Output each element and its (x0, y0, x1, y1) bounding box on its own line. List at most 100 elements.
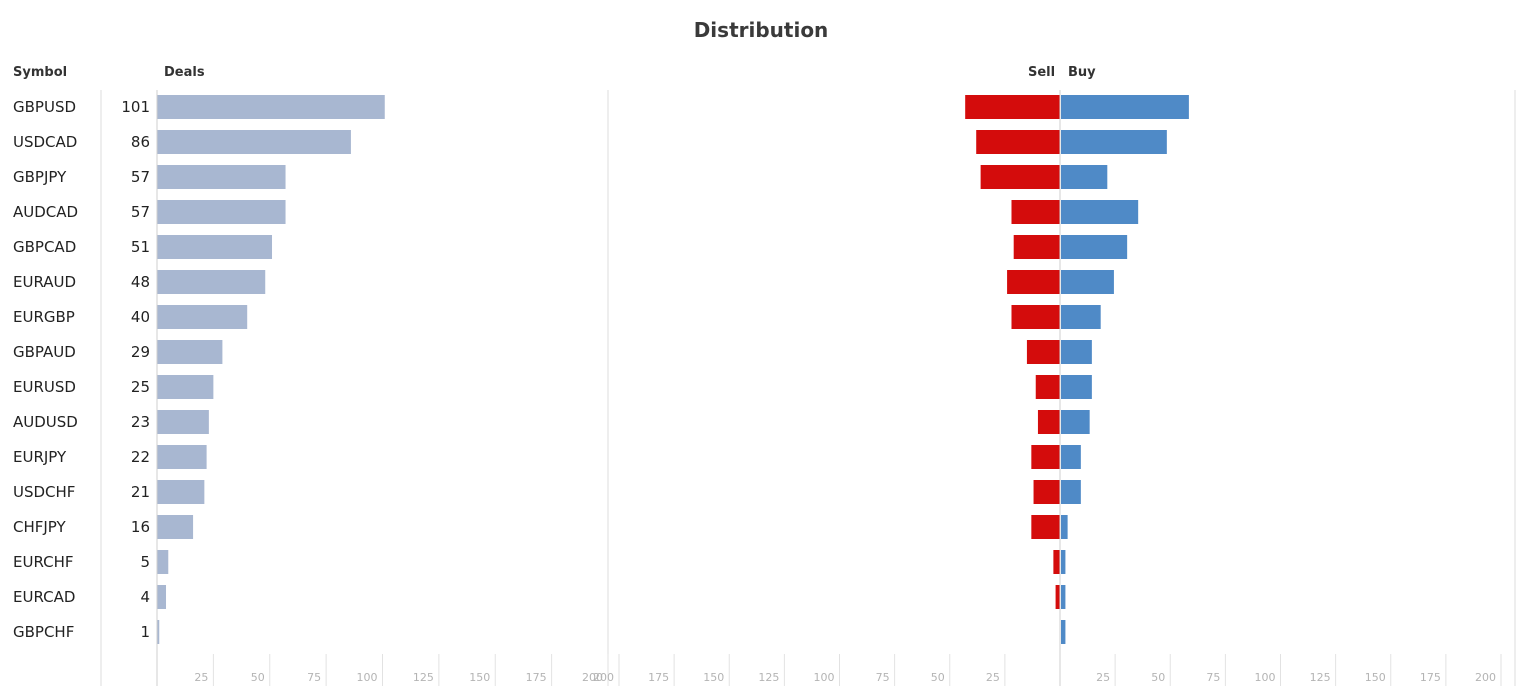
buy-tick-label: 200 (1475, 671, 1496, 684)
deals-bar (157, 130, 351, 154)
sell-tick-label: 200 (593, 671, 614, 684)
sell-bar (1037, 410, 1060, 434)
buy-tick-label: 125 (1310, 671, 1331, 684)
buy-tick-label: 50 (1151, 671, 1165, 684)
sell-tick-label: 175 (648, 671, 669, 684)
symbol-label: GBPJPY (13, 168, 67, 186)
buy-bar (1061, 235, 1128, 259)
deals-bar (157, 305, 248, 329)
deals-value-label: 86 (131, 133, 150, 151)
deals-bar (157, 235, 273, 259)
deals-value-label: 29 (131, 343, 150, 361)
deals-bar (157, 550, 169, 574)
deals-value-label: 4 (140, 588, 150, 606)
deals-tick-label: 50 (251, 671, 265, 684)
deals-value-label: 23 (131, 413, 150, 431)
buy-tick-label: 75 (1206, 671, 1220, 684)
symbol-label: AUDCAD (13, 203, 78, 221)
deals-bar (157, 340, 223, 364)
deals-tick-label: 175 (526, 671, 547, 684)
sell-bar (1026, 340, 1060, 364)
symbol-label: EURAUD (13, 273, 76, 291)
sell-tick-label: 100 (814, 671, 835, 684)
buy-tick-label: 25 (1096, 671, 1110, 684)
symbol-label: GBPUSD (13, 98, 76, 116)
deals-bar (157, 270, 266, 294)
deals-value-label: 40 (131, 308, 150, 326)
symbol-label: EURUSD (13, 378, 76, 396)
deals-bar (157, 95, 385, 119)
deals-value-label: 21 (131, 483, 150, 501)
deals-value-label: 57 (131, 203, 150, 221)
sell-tick-label: 25 (986, 671, 1000, 684)
buy-bar (1061, 200, 1139, 224)
deals-bar (157, 410, 209, 434)
deals-value-label: 101 (121, 98, 150, 116)
deals-bar (157, 165, 286, 189)
buy-column-header: Buy (1068, 65, 1096, 80)
symbol-label: EURGBP (13, 308, 75, 326)
buy-tick-label: 100 (1255, 671, 1276, 684)
buy-bar (1061, 550, 1066, 574)
deals-tick-label: 25 (194, 671, 208, 684)
buy-bar (1061, 515, 1068, 539)
buy-bar (1061, 375, 1092, 399)
sell-bar (1035, 375, 1060, 399)
symbol-label: CHFJPY (13, 518, 67, 536)
deals-bar (157, 515, 194, 539)
chart-title: Distribution (693, 18, 829, 42)
symbol-label: GBPAUD (13, 343, 76, 361)
deals-tick-label: 125 (413, 671, 434, 684)
deals-bar (157, 620, 160, 644)
deals-bar (157, 200, 286, 224)
sell-tick-label: 125 (758, 671, 779, 684)
symbol-label: USDCAD (13, 133, 77, 151)
symbol-label: EURCAD (13, 588, 75, 606)
buy-bar (1061, 585, 1066, 609)
symbol-label: EURJPY (13, 448, 67, 466)
buy-bar (1061, 95, 1189, 119)
buy-bar (1061, 340, 1092, 364)
sell-tick-label: 50 (931, 671, 945, 684)
deals-tick-label: 150 (469, 671, 490, 684)
sell-bar (1031, 445, 1060, 469)
sell-bar (1033, 480, 1060, 504)
deals-value-label: 51 (131, 238, 150, 256)
symbol-label: GBPCAD (13, 238, 76, 256)
sell-bar (965, 95, 1060, 119)
symbol-label: GBPCHF (13, 623, 74, 641)
sell-bar (976, 130, 1060, 154)
buy-bar (1061, 305, 1101, 329)
deals-tick-label: 200 (582, 671, 603, 684)
deals-value-label: 5 (140, 553, 150, 571)
deals-bar (157, 585, 167, 609)
deals-tick-label: 100 (357, 671, 378, 684)
sell-tick-label: 150 (703, 671, 724, 684)
deals-value-label: 1 (140, 623, 150, 641)
deals-column-header: Deals (164, 65, 205, 80)
buy-tick-label: 150 (1365, 671, 1386, 684)
deals-tick-label: 75 (307, 671, 321, 684)
sell-bar (1053, 550, 1060, 574)
sell-bar (1011, 305, 1060, 329)
deals-value-label: 57 (131, 168, 150, 186)
buy-bar (1061, 270, 1114, 294)
buy-bar (1061, 410, 1090, 434)
sell-bar (1007, 270, 1060, 294)
buy-tick-label: 175 (1420, 671, 1441, 684)
buy-bar (1061, 620, 1066, 644)
deals-bar (157, 375, 214, 399)
deals-value-label: 48 (131, 273, 150, 291)
buy-bar (1061, 445, 1081, 469)
symbol-label: AUDUSD (13, 413, 78, 431)
sell-bar (1055, 585, 1060, 609)
symbol-label: EURCHF (13, 553, 74, 571)
deals-value-label: 16 (131, 518, 150, 536)
symbol-column-header: Symbol (13, 65, 68, 80)
sell-bar (1031, 515, 1060, 539)
sell-tick-label: 75 (876, 671, 890, 684)
deals-value-label: 25 (131, 378, 150, 396)
sell-bar (980, 165, 1060, 189)
deals-bar (157, 445, 207, 469)
